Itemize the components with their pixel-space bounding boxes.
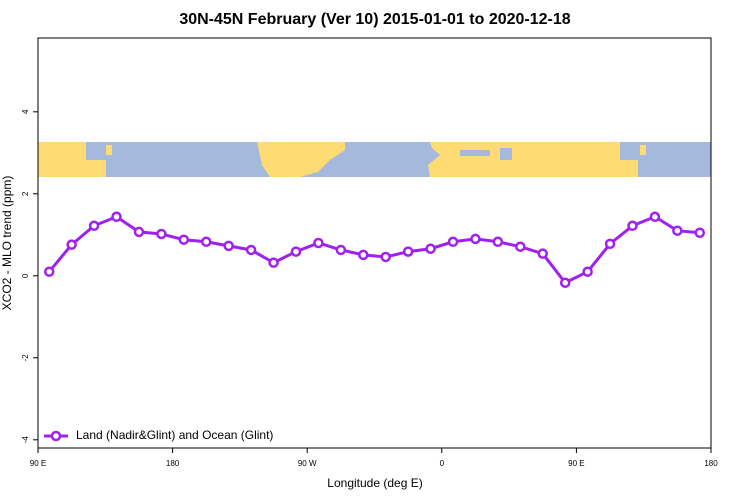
data-point	[43, 266, 55, 277]
data-point	[133, 226, 145, 238]
x-tick-label: 90 E	[568, 459, 584, 468]
y-tick-label: 4	[21, 109, 30, 114]
data-point	[178, 234, 190, 245]
x-axis-label: Longitude (deg E)	[327, 476, 422, 490]
series-line	[48, 215, 700, 285]
x-tick-label: 90 W	[298, 459, 317, 468]
data-point	[380, 251, 391, 263]
data-point	[627, 220, 638, 232]
x-tick-label: 180	[166, 459, 180, 468]
x-tick-label: 90 E	[30, 459, 46, 468]
plot-frame	[37, 37, 712, 449]
data-point	[559, 277, 571, 289]
world-map-strip	[38, 142, 711, 177]
y-tick-label: 2	[21, 191, 30, 196]
data-point	[425, 243, 436, 254]
data-point	[582, 266, 593, 277]
data-point	[470, 233, 481, 245]
data-point	[223, 240, 234, 252]
data-point	[88, 220, 100, 232]
y-tick-label: -2	[21, 354, 30, 362]
y-tick-label: -4	[21, 436, 30, 444]
data-point	[537, 248, 548, 259]
data-point	[268, 257, 279, 268]
data-point	[201, 236, 212, 248]
data-point	[672, 225, 683, 236]
y-axis-label: XCO2 - MLO trend (ppm)	[0, 176, 14, 311]
data-point	[335, 244, 347, 256]
legend-marker	[50, 430, 62, 442]
data-point	[358, 249, 369, 261]
data-point	[290, 246, 302, 257]
data-point	[313, 237, 324, 249]
x-tick-label: 0	[440, 459, 445, 468]
data-point	[156, 228, 167, 240]
data-point	[515, 241, 526, 252]
data-point	[402, 246, 414, 257]
data-point	[111, 211, 122, 223]
y-tick-label: 0	[21, 273, 30, 278]
chart-title: 30N-45N February (Ver 10) 2015-01-01 to …	[179, 11, 570, 28]
data-point	[492, 236, 504, 248]
data-point	[245, 244, 257, 256]
legend-label: Land (Nadir&Glint) and Ocean (Glint)	[76, 428, 273, 442]
data-point	[447, 236, 459, 248]
data-point	[604, 238, 616, 250]
data-point	[649, 211, 661, 223]
data-point	[66, 239, 77, 250]
data-point	[694, 227, 706, 238]
x-tick-label: 180	[704, 459, 718, 468]
